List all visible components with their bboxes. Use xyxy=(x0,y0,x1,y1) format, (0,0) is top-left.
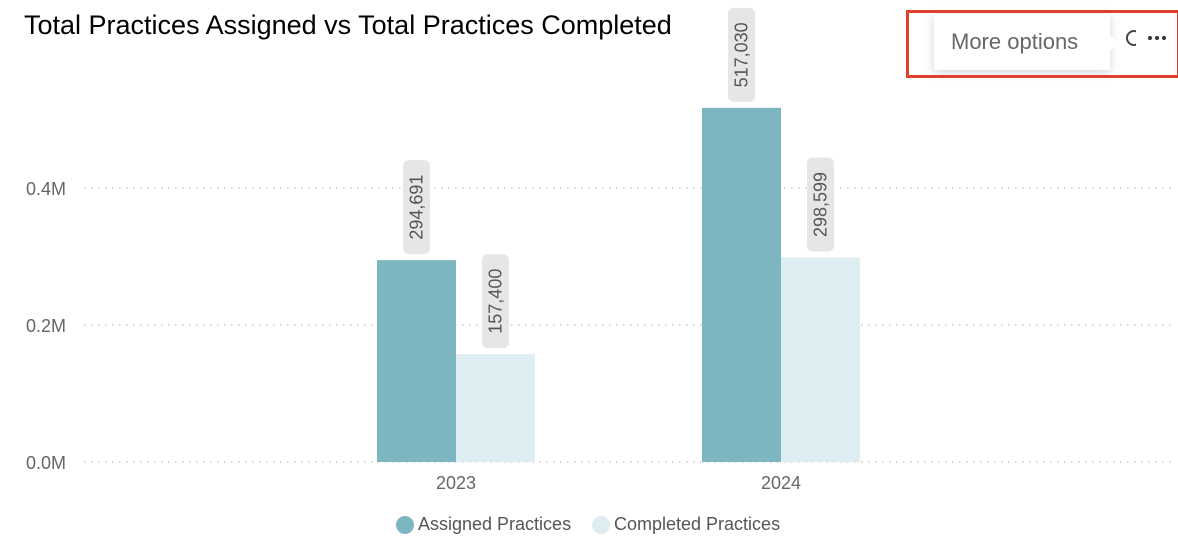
chart-title: Total Practices Assigned vs Total Practi… xyxy=(24,10,672,40)
legend-item-assigned-marker xyxy=(396,516,414,534)
more-options-icon xyxy=(1148,36,1152,40)
data-label-bg xyxy=(807,157,834,252)
more-options-button[interactable] xyxy=(1141,22,1173,54)
data-label: 157,400 xyxy=(486,269,506,334)
bar-2024-completed xyxy=(781,257,860,462)
focus-mode-icon[interactable] xyxy=(1120,26,1136,52)
bar-2023-completed xyxy=(456,354,535,462)
data-label: 517,030 xyxy=(732,22,752,87)
y-tick-label: 0.4M xyxy=(26,179,66,199)
legend-item-completed-marker xyxy=(592,516,610,534)
data-label: 298,599 xyxy=(811,172,831,237)
data-label: 294,691 xyxy=(407,175,427,240)
y-tick-label: 0.0M xyxy=(26,453,66,473)
data-label-bg xyxy=(728,7,755,102)
more-options-tooltip: More options xyxy=(934,14,1119,70)
x-tick-label: 2023 xyxy=(436,473,476,493)
legend-item-completed: Completed Practices xyxy=(614,514,780,534)
x-tick-label: 2024 xyxy=(761,473,801,493)
legend-item-assigned: Assigned Practices xyxy=(418,514,571,534)
bar-2024-assigned xyxy=(702,107,781,463)
bar-2023-assigned xyxy=(377,260,456,462)
data-label-bg xyxy=(403,160,430,255)
data-label-bg xyxy=(482,254,509,349)
y-tick-label: 0.2M xyxy=(26,316,66,336)
